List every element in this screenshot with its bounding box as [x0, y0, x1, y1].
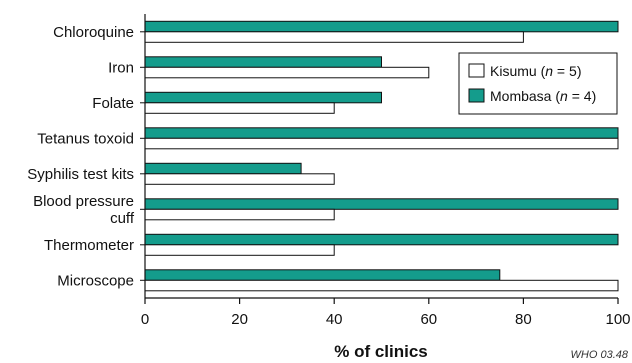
bar-mombasa-iron: [144, 56, 382, 68]
x-ticks: 0 20 40 60 80 100: [141, 298, 631, 328]
legend: Kisumu (n = 5) Mombasa (n = 4): [458, 52, 618, 115]
x-tick-label-0: 0: [141, 311, 149, 328]
legend-label-kisumu: Kisumu (n = 5): [490, 63, 581, 79]
axes-layer: [144, 14, 618, 299]
category-label-blood-pressure-cuff-line2: cuff: [110, 210, 135, 227]
bar-mombasa-folate: [144, 91, 382, 104]
category-labels: Chloroquine Iron Folate Tetanus toxoid Syphi…: [27, 24, 135, 289]
legend-n-kisumu: 5: [569, 63, 577, 79]
figure-credit: WHO 03.48: [571, 349, 629, 361]
legend-name-kisumu: Kisumu: [490, 63, 537, 79]
legend-paren-open: (: [537, 63, 546, 79]
bar-kisumu-chloroquine: [144, 31, 524, 43]
bar-mombasa-blood-pressure-cuff: [144, 198, 619, 210]
bar-mombasa-chloroquine: [144, 20, 619, 33]
legend-paren-close: ): [592, 88, 597, 104]
category-label-syphilis-test-kits: Syphilis test kits: [27, 166, 134, 183]
bar-mombasa-thermometer: [144, 233, 619, 246]
bar-kisumu-syphilis-test-kits: [144, 173, 335, 185]
legend-equals: =: [553, 63, 569, 79]
bar-mombasa-tetanus-toxoid: [144, 127, 619, 139]
legend-equals: =: [568, 88, 584, 104]
category-label-chloroquine: Chloroquine: [53, 24, 134, 41]
legend-swatch-mombasa: [468, 88, 485, 103]
bar-kisumu-tetanus-toxoid: [144, 137, 619, 150]
x-tick-label-40: 40: [326, 311, 343, 328]
x-tick-label-80: 80: [515, 311, 532, 328]
x-tick-label-60: 60: [420, 311, 437, 328]
bar-kisumu-thermometer: [144, 244, 335, 256]
x-tick-label-20: 20: [231, 311, 248, 328]
bar-mombasa-syphilis-test-kits: [144, 162, 302, 175]
x-tick-label-100: 100: [605, 311, 630, 328]
category-label-thermometer: Thermometer: [44, 237, 134, 254]
bar-kisumu-folate: [144, 102, 335, 114]
category-label-iron: Iron: [108, 59, 134, 76]
legend-frame: [458, 52, 618, 115]
category-label-tetanus-toxoid: Tetanus toxoid: [37, 130, 134, 147]
bars-layer: [140, 20, 619, 292]
legend-n-mombasa: 4: [584, 88, 592, 104]
x-axis-label: % of clinics: [334, 342, 428, 361]
bar-kisumu-blood-pressure-cuff: [144, 208, 335, 221]
legend-paren-open: (: [551, 88, 560, 104]
bar-kisumu-iron: [144, 66, 430, 79]
bar-mombasa-microscope: [144, 269, 501, 281]
legend-n-symbol: n: [545, 63, 553, 79]
category-label-folate: Folate: [92, 95, 134, 112]
legend-swatch-kisumu: [468, 63, 485, 78]
legend-paren-close: ): [577, 63, 582, 79]
legend-n-symbol: n: [560, 88, 568, 104]
legend-name-mombasa: Mombasa: [490, 88, 552, 104]
category-label-microscope: Microscope: [57, 272, 134, 289]
bar-kisumu-microscope: [144, 279, 619, 292]
legend-label-mombasa: Mombasa (n = 4): [490, 88, 596, 104]
category-label-blood-pressure-cuff-line1: Blood pressure: [33, 193, 134, 210]
